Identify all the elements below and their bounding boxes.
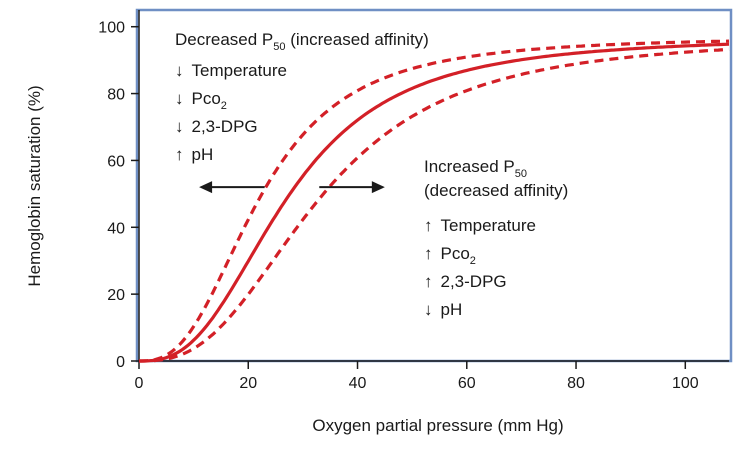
annotation-left-item: ↓ Pco2 [175,89,227,112]
series-line-1 [139,42,730,363]
annotation-decreased-p50: Decreased P50 (increased affinity) ↓ Temp… [175,30,429,164]
x-tick-label: 20 [239,375,257,392]
x-tick-label: 0 [135,375,144,392]
y-tick-label: 0 [116,354,125,371]
x-tick-label: 100 [672,375,699,392]
y-tick-label: 40 [107,220,125,237]
annotation-increased-p50: Increased P50 (decreased affinity) ↑ Temp… [424,157,568,319]
curves [139,39,730,363]
y-tick-label: 100 [98,20,125,37]
annotation-right-item: ↓ pH [424,300,462,319]
annotation-right-item: ↑ 2,3-DPG [424,272,507,291]
series-line-0 [139,39,730,363]
annotation-left-item: ↑ pH [175,145,213,164]
y-tick-label: 20 [107,287,125,304]
y-tick-label: 80 [107,87,125,104]
x-tick-label: 80 [567,375,585,392]
annotation-right-item: ↑ Temperature [424,216,536,235]
y-tick-label: 60 [107,153,125,170]
x-tick-label: 40 [349,375,367,392]
left-shift-arrow-head [199,181,213,194]
annotation-left-title: Decreased P50 (increased affinity) [175,30,429,53]
series-line-2 [139,47,730,363]
annotation-right-title: Increased P50 [424,157,527,180]
y-axis-title: Hemoglobin saturation (%) [25,85,44,286]
annotation-left-item: ↓ 2,3-DPG [175,117,258,136]
x-tick-label: 60 [458,375,476,392]
annotation-right-title-line2: (decreased affinity) [424,181,568,200]
shift-arrows [199,181,385,194]
plot-frame [135,8,733,363]
right-shift-arrow-head [371,181,385,194]
annotation-right-item: ↑ Pco2 [424,244,476,267]
axes: 0 20 40 60 80 100 0 20 40 60 80 100 [98,10,729,392]
annotation-left-item: ↓ Temperature [175,61,287,80]
x-axis-title: Oxygen partial pressure (mm Hg) [312,416,563,435]
